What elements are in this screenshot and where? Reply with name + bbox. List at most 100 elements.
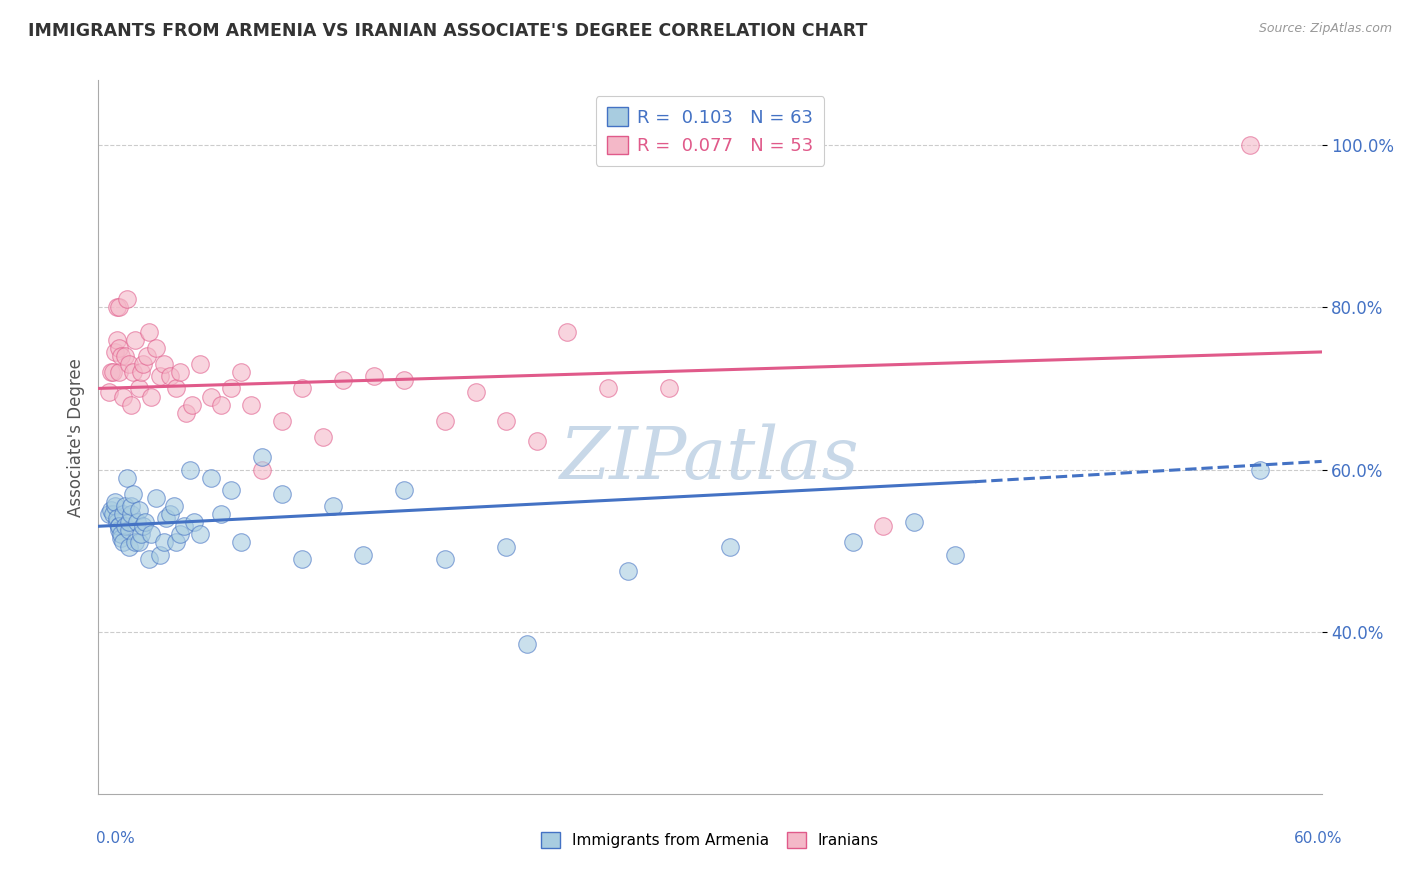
- Point: [495, 414, 517, 428]
- Point: [108, 301, 131, 315]
- Point: [434, 414, 457, 428]
- Point: [136, 349, 159, 363]
- Point: [108, 524, 131, 538]
- Text: 0.0%: 0.0%: [96, 831, 135, 846]
- Point: [658, 381, 681, 395]
- Point: [270, 414, 294, 428]
- Point: [219, 483, 242, 497]
- Point: [516, 637, 538, 651]
- Point: [104, 495, 127, 509]
- Point: [598, 381, 620, 395]
- Point: [434, 551, 457, 566]
- Point: [152, 357, 174, 371]
- Point: [718, 540, 742, 554]
- Point: [291, 551, 314, 566]
- Point: [104, 345, 127, 359]
- Point: [1239, 138, 1261, 153]
- Point: [841, 535, 863, 549]
- Point: [188, 527, 212, 541]
- Point: [240, 398, 263, 412]
- Point: [108, 519, 131, 533]
- Point: [903, 515, 925, 529]
- Point: [101, 365, 124, 379]
- Point: [108, 341, 131, 355]
- Point: [209, 398, 232, 412]
- Point: [155, 511, 177, 525]
- Point: [183, 515, 205, 529]
- Point: [165, 381, 187, 395]
- Point: [392, 373, 416, 387]
- Point: [145, 341, 167, 355]
- Point: [141, 527, 163, 541]
- Point: [231, 365, 253, 379]
- Point: [115, 470, 138, 484]
- Point: [134, 515, 156, 529]
- Point: [363, 369, 385, 384]
- Point: [97, 507, 120, 521]
- Text: IMMIGRANTS FROM ARMENIA VS IRANIAN ASSOCIATE'S DEGREE CORRELATION CHART: IMMIGRANTS FROM ARMENIA VS IRANIAN ASSOC…: [28, 22, 868, 40]
- Point: [132, 519, 155, 533]
- Point: [173, 519, 195, 533]
- Point: [250, 462, 273, 476]
- Point: [352, 548, 374, 562]
- Point: [464, 385, 486, 400]
- Point: [209, 507, 232, 521]
- Point: [129, 365, 152, 379]
- Point: [141, 390, 163, 404]
- Point: [108, 365, 131, 379]
- Point: [128, 535, 150, 549]
- Point: [163, 499, 186, 513]
- Point: [114, 349, 136, 363]
- Point: [120, 507, 142, 521]
- Point: [118, 540, 141, 554]
- Text: ZIPatlas: ZIPatlas: [560, 423, 860, 494]
- Point: [495, 540, 517, 554]
- Point: [118, 357, 141, 371]
- Point: [105, 511, 128, 525]
- Point: [332, 373, 354, 387]
- Point: [270, 487, 294, 501]
- Point: [250, 450, 273, 465]
- Point: [179, 462, 201, 476]
- Point: [114, 499, 136, 513]
- Point: [872, 519, 894, 533]
- Point: [118, 515, 141, 529]
- Point: [129, 527, 152, 541]
- Point: [101, 507, 124, 521]
- Point: [120, 499, 142, 513]
- Point: [110, 532, 132, 546]
- Point: [169, 365, 191, 379]
- Point: [118, 524, 141, 538]
- Point: [312, 430, 335, 444]
- Point: [128, 381, 150, 395]
- Text: 60.0%: 60.0%: [1295, 831, 1343, 846]
- Point: [124, 333, 146, 347]
- Point: [115, 292, 138, 306]
- Point: [110, 527, 132, 541]
- Point: [617, 564, 640, 578]
- Point: [104, 499, 127, 513]
- Point: [174, 406, 197, 420]
- Point: [100, 503, 122, 517]
- Point: [392, 483, 416, 497]
- Text: Source: ZipAtlas.com: Source: ZipAtlas.com: [1258, 22, 1392, 36]
- Point: [114, 519, 136, 533]
- Point: [105, 333, 128, 347]
- Point: [322, 499, 344, 513]
- Point: [111, 535, 134, 549]
- Point: [110, 349, 132, 363]
- Point: [152, 535, 174, 549]
- Point: [105, 301, 128, 315]
- Point: [105, 515, 128, 529]
- Point: [138, 325, 160, 339]
- Point: [1249, 462, 1271, 476]
- Point: [943, 548, 966, 562]
- Point: [111, 390, 134, 404]
- Point: [555, 325, 579, 339]
- Point: [108, 519, 131, 533]
- Point: [200, 470, 222, 484]
- Point: [526, 434, 548, 449]
- Point: [159, 369, 181, 384]
- Legend: Immigrants from Armenia, Iranians: Immigrants from Armenia, Iranians: [536, 826, 884, 854]
- Point: [97, 385, 120, 400]
